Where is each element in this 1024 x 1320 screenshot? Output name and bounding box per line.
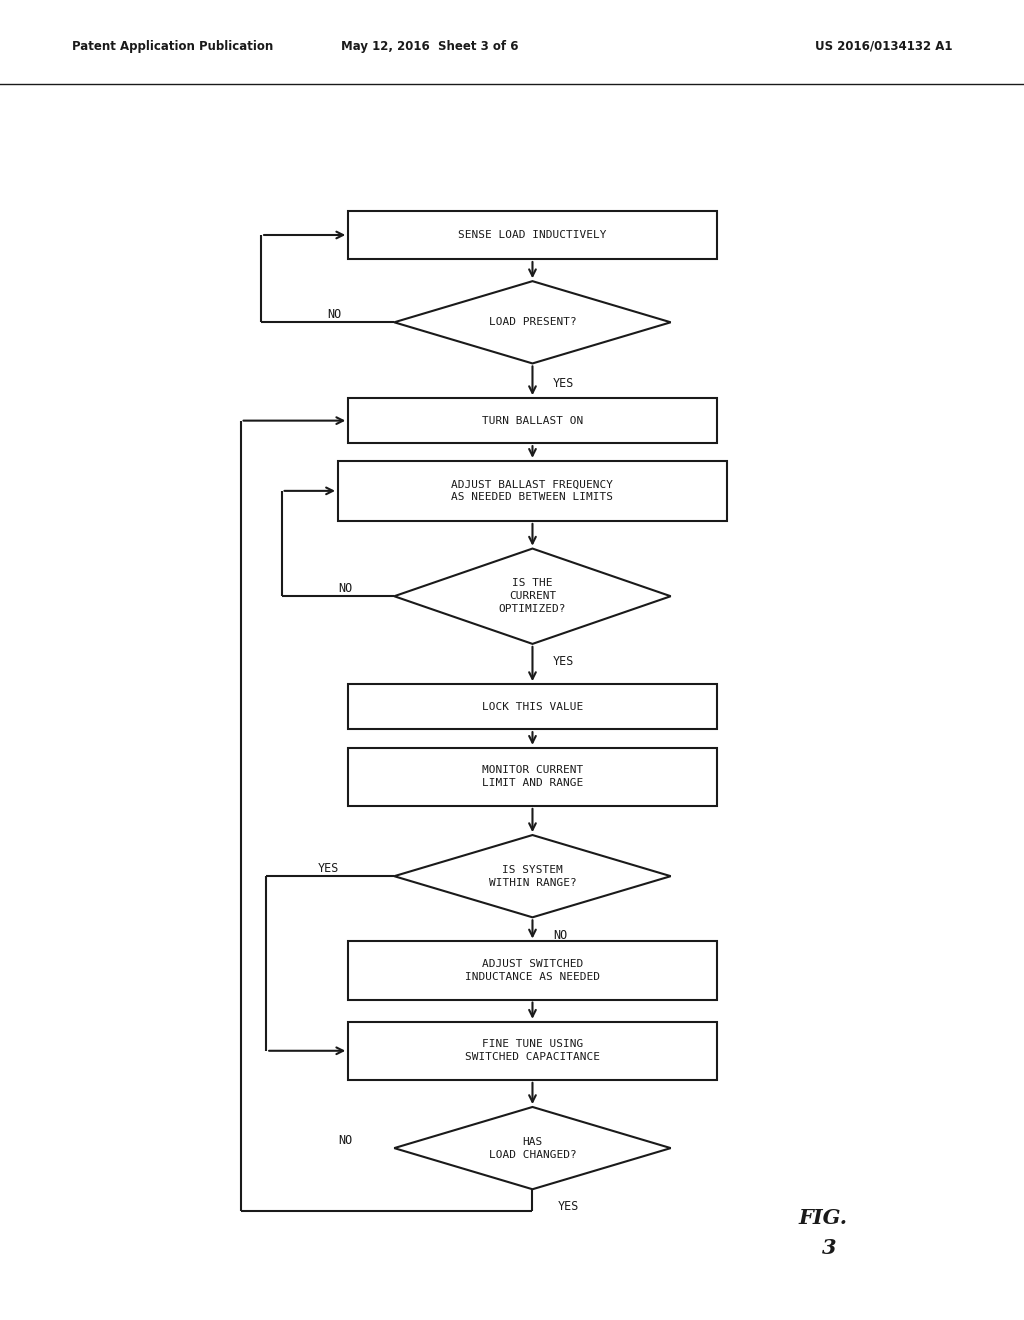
- Text: Patent Application Publication: Patent Application Publication: [72, 40, 273, 53]
- Text: 3: 3: [822, 1238, 837, 1258]
- Bar: [348, 399, 717, 444]
- Text: HAS
LOAD CHANGED?: HAS LOAD CHANGED?: [488, 1137, 577, 1160]
- Polygon shape: [394, 836, 671, 917]
- Text: NO: NO: [338, 1134, 352, 1147]
- Text: YES: YES: [553, 656, 574, 668]
- Text: YES: YES: [553, 378, 574, 389]
- Text: ADJUST BALLAST FREQUENCY
AS NEEDED BETWEEN LIMITS: ADJUST BALLAST FREQUENCY AS NEEDED BETWE…: [452, 479, 613, 503]
- Polygon shape: [394, 1107, 671, 1189]
- Text: NO: NO: [328, 308, 342, 321]
- Bar: [348, 747, 717, 807]
- Bar: [348, 684, 717, 729]
- Text: FINE TUNE USING
SWITCHED CAPACITANCE: FINE TUNE USING SWITCHED CAPACITANCE: [465, 1039, 600, 1063]
- Bar: [348, 211, 717, 259]
- Text: IS THE
CURRENT
OPTIMIZED?: IS THE CURRENT OPTIMIZED?: [499, 578, 566, 614]
- Text: ADJUST SWITCHED
INDUCTANCE AS NEEDED: ADJUST SWITCHED INDUCTANCE AS NEEDED: [465, 958, 600, 982]
- Text: NO: NO: [338, 582, 352, 595]
- Polygon shape: [394, 549, 671, 644]
- Text: YES: YES: [558, 1200, 580, 1213]
- Bar: [348, 941, 717, 999]
- Text: IS SYSTEM
WITHIN RANGE?: IS SYSTEM WITHIN RANGE?: [488, 865, 577, 888]
- Text: NO: NO: [553, 929, 567, 942]
- Text: YES: YES: [317, 862, 339, 875]
- Bar: [338, 461, 727, 521]
- Text: FIG.: FIG.: [799, 1208, 848, 1229]
- Text: SENSE LOAD INDUCTIVELY: SENSE LOAD INDUCTIVELY: [458, 230, 607, 240]
- Text: LOCK THIS VALUE: LOCK THIS VALUE: [482, 702, 583, 711]
- Text: MONITOR CURRENT
LIMIT AND RANGE: MONITOR CURRENT LIMIT AND RANGE: [482, 766, 583, 788]
- Text: LOAD PRESENT?: LOAD PRESENT?: [488, 317, 577, 327]
- Text: US 2016/0134132 A1: US 2016/0134132 A1: [815, 40, 952, 53]
- Polygon shape: [394, 281, 671, 363]
- Bar: [348, 1022, 717, 1080]
- Text: May 12, 2016  Sheet 3 of 6: May 12, 2016 Sheet 3 of 6: [341, 40, 519, 53]
- Text: TURN BALLAST ON: TURN BALLAST ON: [482, 416, 583, 425]
